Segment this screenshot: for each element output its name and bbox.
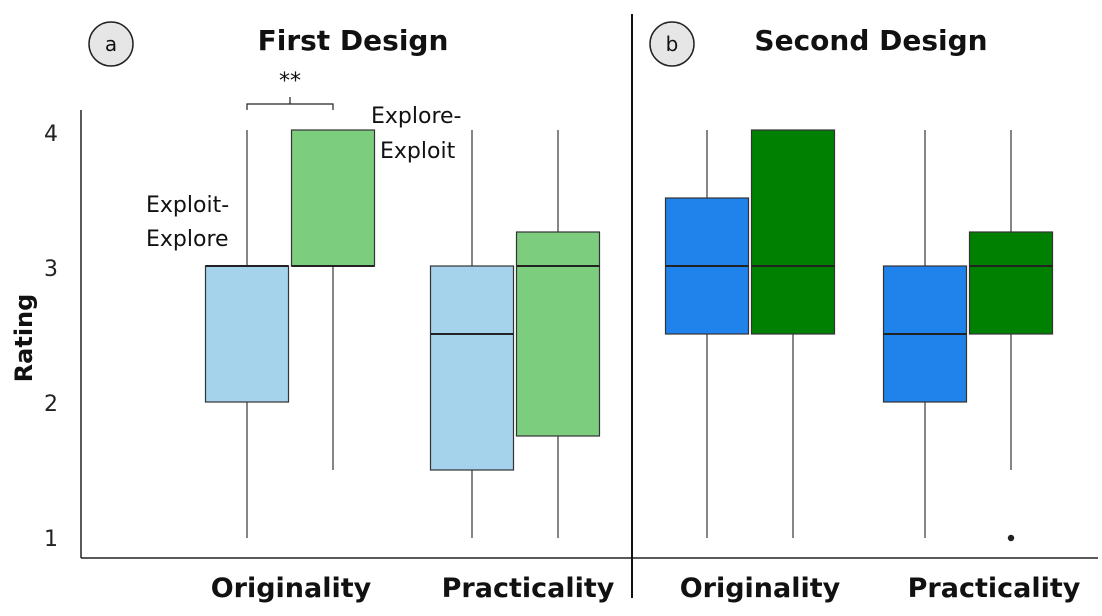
box-layer — [204, 129, 1054, 542]
y-tick-label-4: 4 — [44, 122, 58, 147]
panel-a-practicality-exploit-explore-iqr — [429, 265, 515, 471]
panel-b-letter: b — [666, 32, 679, 56]
panel-a-originality-exploit-explore-box — [204, 130, 290, 538]
category-label-b-originality: Originality — [680, 573, 841, 604]
y-tick-label-1: 1 — [44, 527, 58, 552]
y-ticks: 1 2 3 4 — [44, 122, 58, 552]
panel-a-letter: a — [105, 32, 117, 56]
significance-bracket — [246, 97, 334, 110]
panel-b-practicality-exploit-explore-box — [882, 130, 968, 538]
panel-b-title: Second Design — [754, 24, 987, 57]
panel-a-originality-exploit-explore-iqr — [204, 265, 290, 403]
label-explore-exploit-line1: Explore- — [371, 104, 462, 129]
label-exploit-explore-line1: Exploit- — [146, 193, 229, 218]
label-exploit-explore-line2: Explore — [146, 227, 229, 252]
category-label-b-practicality: Practicality — [908, 573, 1081, 604]
category-label-a-practicality: Practicality — [442, 573, 615, 604]
panel-b-originality-exploit-explore-box — [664, 130, 750, 538]
y-tick-label-3: 3 — [44, 257, 58, 282]
panel-b-originality-explore-exploit-box — [750, 129, 836, 538]
significance-marker: ** — [279, 69, 301, 94]
y-axis-label: Rating — [10, 294, 38, 383]
y-tick-label-2: 2 — [44, 392, 58, 417]
panel-b-practicality-explore-exploit-outlier-0 — [1007, 534, 1015, 542]
category-label-a-originality: Originality — [211, 573, 372, 604]
panel-a-badge: a — [88, 21, 134, 67]
label-explore-exploit-line2: Exploit — [380, 139, 456, 164]
panel-a-practicality-exploit-explore-box — [429, 130, 515, 538]
panel-a-originality-explore-exploit-iqr — [290, 129, 376, 267]
panel-b-practicality-explore-exploit-box — [968, 130, 1054, 542]
panel-a-originality-explore-exploit-box — [290, 129, 376, 470]
panel-b-originality-explore-exploit-iqr — [750, 129, 836, 335]
panel-b-practicality-explore-exploit-iqr — [968, 231, 1054, 335]
panel-a-title: First Design — [258, 24, 449, 57]
panel-b-badge: b — [649, 21, 695, 67]
panel-a-practicality-explore-exploit-iqr — [515, 231, 601, 437]
panel-a-practicality-explore-exploit-box — [515, 130, 601, 538]
